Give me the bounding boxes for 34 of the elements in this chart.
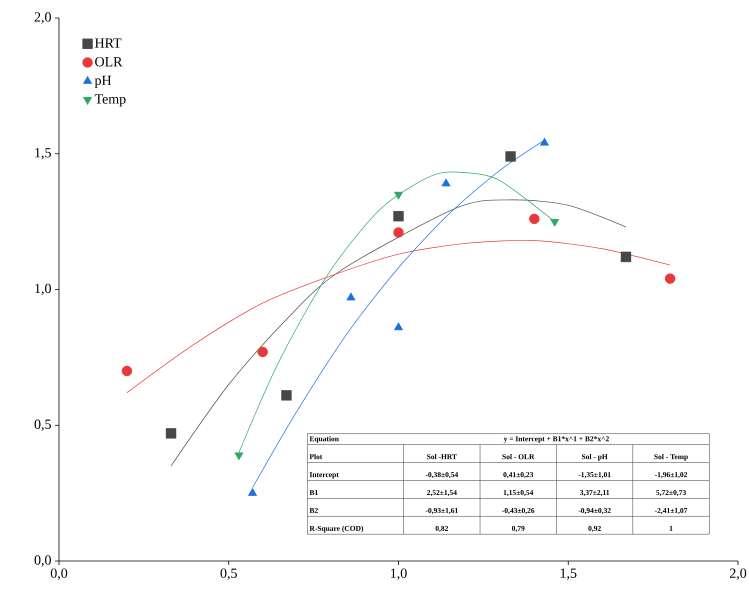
point xyxy=(664,273,676,284)
point xyxy=(505,151,516,162)
point xyxy=(620,252,632,262)
point xyxy=(529,214,540,224)
y-tick-label: 0,0 xyxy=(34,555,51,567)
point xyxy=(393,210,404,222)
point xyxy=(346,292,356,300)
point xyxy=(394,192,404,200)
point xyxy=(258,346,268,358)
point xyxy=(166,428,176,439)
point xyxy=(540,138,550,146)
y-tick-label: 0,5 xyxy=(34,420,51,431)
legend-label: OLR xyxy=(95,57,122,66)
legend-label: Temp xyxy=(94,94,126,107)
x-tick-label: 1,5 xyxy=(560,568,576,580)
y-tick-label: 1,5 xyxy=(35,148,51,160)
point xyxy=(393,227,404,238)
x-tick-label: 0,5 xyxy=(220,568,237,580)
point xyxy=(442,178,451,186)
y-tick-label: 1,0 xyxy=(35,284,51,296)
point xyxy=(550,218,560,227)
point xyxy=(248,488,258,496)
x-tick-label: 1,0 xyxy=(391,568,407,580)
point xyxy=(281,390,292,401)
y-tick-label: 2,0 xyxy=(34,12,51,24)
line-series xyxy=(170,200,626,466)
point xyxy=(394,322,404,330)
x-tick-label: 2,0 xyxy=(730,568,746,580)
x-tick-label: 0,0 xyxy=(50,568,68,580)
legend-label: HRT xyxy=(94,38,122,48)
legend-label: pH xyxy=(94,76,112,88)
point xyxy=(234,452,244,460)
point xyxy=(122,366,132,376)
line-series xyxy=(126,240,670,394)
